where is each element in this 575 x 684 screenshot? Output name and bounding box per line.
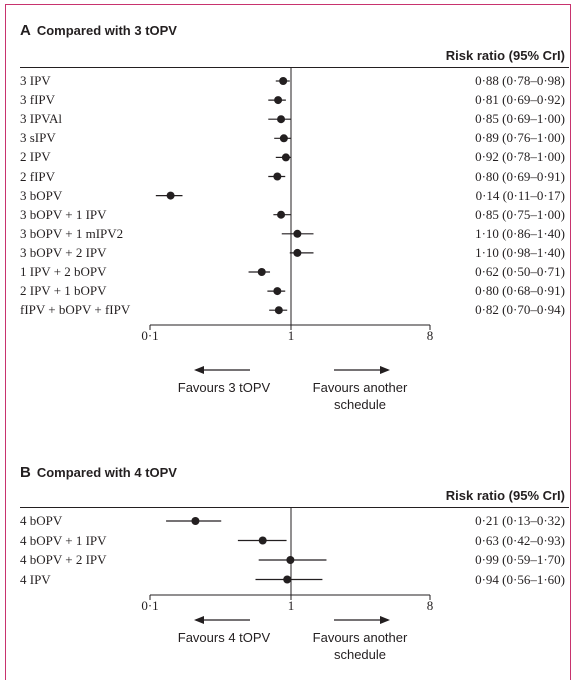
figure-frame-left [5, 4, 6, 680]
figure-frame-right [570, 4, 571, 680]
row-risk-ratio-value: 0·85 (0·69–1·00) [475, 111, 565, 127]
point-estimate [257, 268, 266, 276]
risk-ratio-column-header: Risk ratio (95% CrI) [445, 488, 565, 503]
favours-left-label: Favours 4 tOPV [177, 630, 271, 645]
point-estimate [293, 248, 302, 257]
favours-left-arrowhead [194, 366, 204, 374]
header-rule [20, 507, 569, 508]
x-tick-label: 8 [426, 598, 434, 613]
point-estimate [286, 556, 295, 564]
point-estimate [283, 575, 292, 584]
row-risk-ratio-value: 0·89 (0·76–1·00) [475, 130, 565, 146]
row-label: 2 fIPV [20, 168, 56, 184]
row-label: 4 bOPV + 2 IPV [20, 552, 107, 567]
x-tick-label: 8 [426, 328, 434, 343]
point-estimate [273, 172, 282, 181]
row-label: 3 bOPV + 1 mIPV2 [20, 225, 124, 241]
point-estimate [274, 306, 283, 315]
point-estimate [279, 77, 288, 85]
x-tick-label: 1 [287, 328, 295, 343]
row-label: 3 IPVAl [20, 111, 63, 127]
figure-frame-top [5, 4, 571, 5]
point-estimate [277, 115, 286, 124]
point-estimate [258, 536, 267, 545]
row-risk-ratio-value: 0·92 (0·78–1·00) [475, 149, 565, 165]
point-estimate [279, 134, 288, 143]
favours-right-label: Favours another schedule [300, 379, 420, 413]
row-risk-ratio-value: 0·85 (0·75–1·00) [475, 206, 565, 222]
x-tick-label: 0·1 [141, 598, 159, 613]
favours-right-label: Favours another schedule [300, 629, 420, 663]
panel-title: B Compared with 4 tOPV [20, 464, 177, 481]
favours-right-label-line: Favours another [312, 630, 408, 645]
panel-title-text: Compared with 4 tOPV [36, 465, 177, 480]
row-risk-ratio-value: 0·80 (0·69–0·91) [475, 168, 565, 184]
row-risk-ratio-value: 0·88 (0·78–0·98) [475, 73, 565, 88]
panel-title-text: Compared with 3 tOPV [36, 23, 177, 38]
point-estimate [281, 153, 290, 162]
risk-ratio-column-header: Risk ratio (95% CrI) [445, 48, 565, 63]
row-risk-ratio-value: 0·99 (0·59–1·70) [475, 552, 565, 567]
row-risk-ratio-value: 0·21 (0·13–0·32) [475, 513, 565, 528]
row-label: fIPV + bOPV + fIPV [20, 302, 131, 318]
row-label: 4 IPV [20, 571, 51, 587]
point-estimate [293, 229, 302, 238]
favours-right-label-line: schedule [333, 647, 387, 662]
row-label: 3 bOPV [20, 187, 63, 203]
row-label: 1 IPV + 2 bOPV [20, 264, 107, 279]
row-label: 4 bOPV [20, 513, 63, 528]
favours-left-arrowhead [194, 616, 204, 624]
row-label: 2 IPV [20, 149, 51, 165]
point-estimate [277, 210, 286, 219]
panel-letter: A [20, 22, 31, 39]
row-label: 4 bOPV + 1 IPV [20, 532, 107, 548]
row-risk-ratio-value: 0·80 (0·68–0·91) [475, 283, 565, 299]
row-label: 3 IPV [20, 73, 51, 88]
row-label: 3 sIPV [20, 130, 56, 146]
x-tick-label: 1 [287, 598, 295, 613]
row-risk-ratio-value: 0·14 (0·11–0·17) [475, 187, 565, 203]
favours-right-label-line: Favours another [312, 380, 408, 395]
panel-letter: B [20, 464, 31, 481]
row-risk-ratio-value: 0·94 (0·56–1·60) [475, 571, 565, 587]
row-label: 3 bOPV + 1 IPV [20, 206, 107, 222]
row-risk-ratio-value: 0·62 (0·50–0·71) [475, 264, 565, 279]
favours-right-arrowhead [380, 616, 390, 624]
row-risk-ratio-value: 0·82 (0·70–0·94) [475, 302, 565, 318]
favours-left-label: Favours 3 tOPV [177, 380, 271, 395]
point-estimate [273, 287, 282, 296]
row-label: 3 fIPV [20, 92, 56, 108]
row-risk-ratio-value: 0·81 (0·69–0·92) [475, 92, 565, 108]
panel-title: A Compared with 3 tOPV [20, 22, 177, 39]
row-risk-ratio-value: 0·63 (0·42–0·93) [475, 532, 565, 548]
row-label: 3 bOPV + 2 IPV [20, 244, 107, 260]
row-risk-ratio-value: 1·10 (0·86–1·40) [475, 225, 565, 241]
favours-right-arrowhead [380, 366, 390, 374]
point-estimate [191, 517, 200, 525]
point-estimate [166, 191, 175, 200]
row-risk-ratio-value: 1·10 (0·98–1·40) [475, 244, 565, 260]
favours-right-label-line: schedule [333, 397, 387, 412]
x-tick-label: 0·1 [141, 328, 159, 343]
row-label: 2 IPV + 1 bOPV [20, 283, 107, 299]
header-rule [20, 67, 569, 68]
point-estimate [274, 96, 283, 105]
